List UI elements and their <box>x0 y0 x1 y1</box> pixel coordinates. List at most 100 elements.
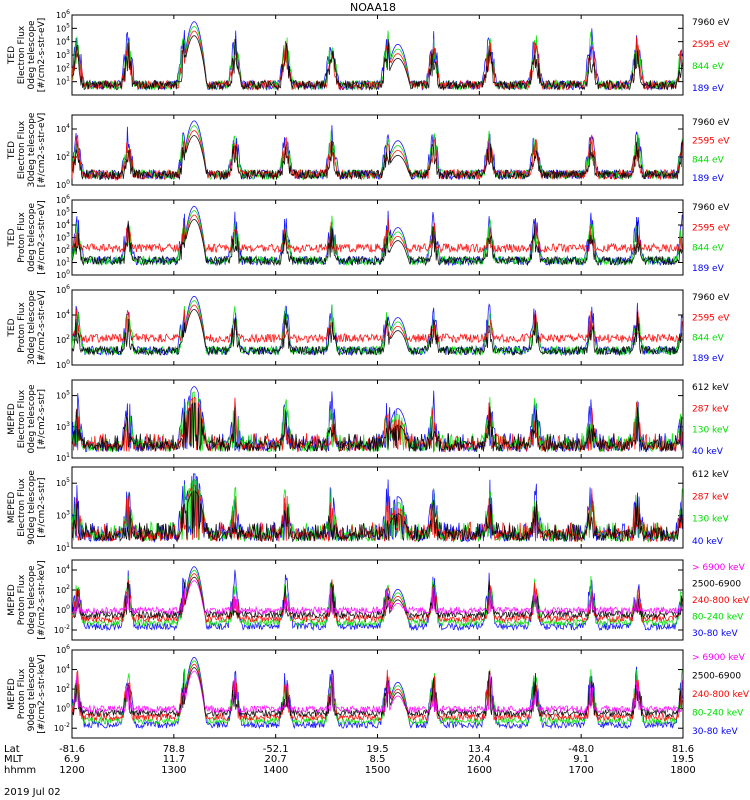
x-tick-label-mlt: 11.7 <box>163 754 185 765</box>
legend-entry: 2500-6900 <box>692 672 741 682</box>
y-tick-label: 104 <box>56 664 70 675</box>
legend-entry: 189 eV <box>692 174 725 184</box>
panel-ylabel-line: Proton Flux <box>17 302 27 353</box>
x-tick-label-mlt: 9.1 <box>573 754 589 765</box>
panel-ylabel-line: MEPED <box>7 492 17 524</box>
panel-ylabel-line: [#/cm2-s-str] <box>37 389 47 449</box>
legend-entry: 612 keV <box>692 470 729 480</box>
panel-ylabel-line: TED <box>7 318 17 337</box>
legend-entry: 189 eV <box>692 84 725 94</box>
x-tick-label-hhmm: 1300 <box>161 765 186 776</box>
x-tick-label-lat: 81.6 <box>672 744 694 755</box>
x-tick-label-hhmm: 1700 <box>568 765 593 776</box>
legend-entry: 2595 eV <box>692 313 730 323</box>
panel-ylabel-line: Electron Flux <box>17 478 27 537</box>
legend-entry: 7960 eV <box>692 293 730 303</box>
panel-5: 101 103 105 MEPED Electron Flux 0deg telescop… <box>7 379 729 463</box>
x-row-label: MLT <box>4 754 24 765</box>
flux-trace <box>71 135 683 181</box>
flux-trace <box>71 667 683 718</box>
panel-ylabel-line: 0deg telescope <box>27 203 37 273</box>
flux-trace <box>71 663 683 722</box>
y-tick-label: 102 <box>56 62 70 73</box>
y-tick-label: 100 <box>56 604 70 615</box>
legend-entry: 40 keV <box>692 537 724 547</box>
x-tick-label-hhmm: 1200 <box>59 765 84 776</box>
flux-trace <box>71 580 683 616</box>
y-tick-label: 106 <box>56 284 70 295</box>
y-tick-label: 106 <box>56 644 70 655</box>
legend-entry: 30-80 keV <box>692 629 738 639</box>
legend-entry: 844 eV <box>692 155 725 165</box>
y-tick-label: 10-2 <box>54 722 70 733</box>
flux-trace <box>71 300 683 357</box>
legend-entry: 287 keV <box>692 404 729 414</box>
flux-trace <box>71 308 683 357</box>
date-label: 2019 Jul 02 <box>4 787 61 798</box>
legend-entry: > 6900 keV <box>692 563 746 573</box>
y-tick-label: 105 <box>56 207 70 218</box>
y-tick-label: 100 <box>56 359 70 370</box>
y-tick-label: 105 <box>56 390 70 401</box>
panel-ylabel-line: TED <box>7 228 17 247</box>
x-tick-label-hhmm: 1600 <box>467 765 492 776</box>
y-tick-label: 101 <box>56 542 70 553</box>
chart-title: NOAA18 <box>350 1 396 14</box>
flux-trace <box>71 30 683 92</box>
flux-trace <box>71 402 683 453</box>
panel-ylabel-line: 0deg telescope <box>27 20 37 90</box>
x-tick-label-lat: 13.4 <box>468 744 490 755</box>
panel-2: 100 102 104 TED Electron Flux 30deg telescope… <box>7 112 730 190</box>
y-tick-label: 100 <box>56 269 70 280</box>
x-tick-label-mlt: 19.5 <box>672 754 694 765</box>
legend-entry: 240-800 keV <box>692 596 750 606</box>
legend-entry: 844 eV <box>692 244 725 254</box>
y-tick-label: 102 <box>56 244 70 255</box>
y-tick-label: 101 <box>56 452 70 463</box>
flux-trace <box>71 576 683 620</box>
legend-entry: 130 keV <box>692 515 729 525</box>
panel-ylabel-line: 30deg telescope <box>27 112 37 187</box>
legend-entry: 130 keV <box>692 426 729 436</box>
panel-ylabel-line: [#/cm2-s-str-eV] <box>37 290 47 365</box>
y-tick-label: 104 <box>56 309 70 320</box>
panel-ylabel-line: [#/cm2-s-str-eV] <box>37 113 47 188</box>
panel-ylabel-line: 90deg telescope <box>27 470 37 545</box>
panel-ylabel-line: TED <box>7 46 17 65</box>
panel-ylabel-line: [#/cm2-s-str-keV] <box>37 654 47 733</box>
x-row-label: hhmm <box>4 765 36 776</box>
legend-entry: 844 eV <box>692 334 725 344</box>
y-tick-label: 106 <box>56 9 70 20</box>
legend-entry: 7960 eV <box>692 118 730 128</box>
panel-1: 101 102 103 104 105 106 TED Electron Flux 0deg t… <box>7 9 730 96</box>
legend-entry: 844 eV <box>692 62 725 72</box>
x-row-label: Lat <box>4 744 20 755</box>
x-tick-label-hhmm: 1500 <box>365 765 390 776</box>
legend-entry: 612 keV <box>692 383 729 393</box>
panel-ylabel-line: [#/cm2-s-str] <box>37 477 47 537</box>
panel-ylabel-line: MEPED <box>7 403 17 435</box>
y-tick-label: 102 <box>56 151 70 162</box>
y-tick-label: 10-2 <box>54 624 70 635</box>
panel-ylabel-line: Electron Flux <box>17 25 27 84</box>
legend-entry: 2595 eV <box>692 223 730 233</box>
panel-ylabel-line: Proton Flux <box>17 668 27 719</box>
x-tick-label-hhmm: 1400 <box>263 765 288 776</box>
panel-ylabel-line: 90deg telescope <box>27 656 37 731</box>
y-tick-label: 104 <box>56 564 70 575</box>
y-tick-label: 104 <box>56 219 70 230</box>
legend-entry: 287 keV <box>692 492 729 502</box>
x-tick-label-lat: -52.1 <box>263 744 289 755</box>
y-tick-label: 102 <box>56 584 70 595</box>
flux-trace <box>71 214 683 254</box>
y-tick-label: 102 <box>56 683 70 694</box>
y-tick-label: 105 <box>56 477 70 488</box>
flux-trace <box>71 35 683 91</box>
legend-entry: 2595 eV <box>692 40 730 50</box>
y-tick-label: 100 <box>56 703 70 714</box>
panel-ylabel-line: MEPED <box>7 584 17 616</box>
y-tick-label: 101 <box>56 257 70 268</box>
y-tick-label: 105 <box>56 22 70 33</box>
y-tick-label: 101 <box>56 76 70 87</box>
